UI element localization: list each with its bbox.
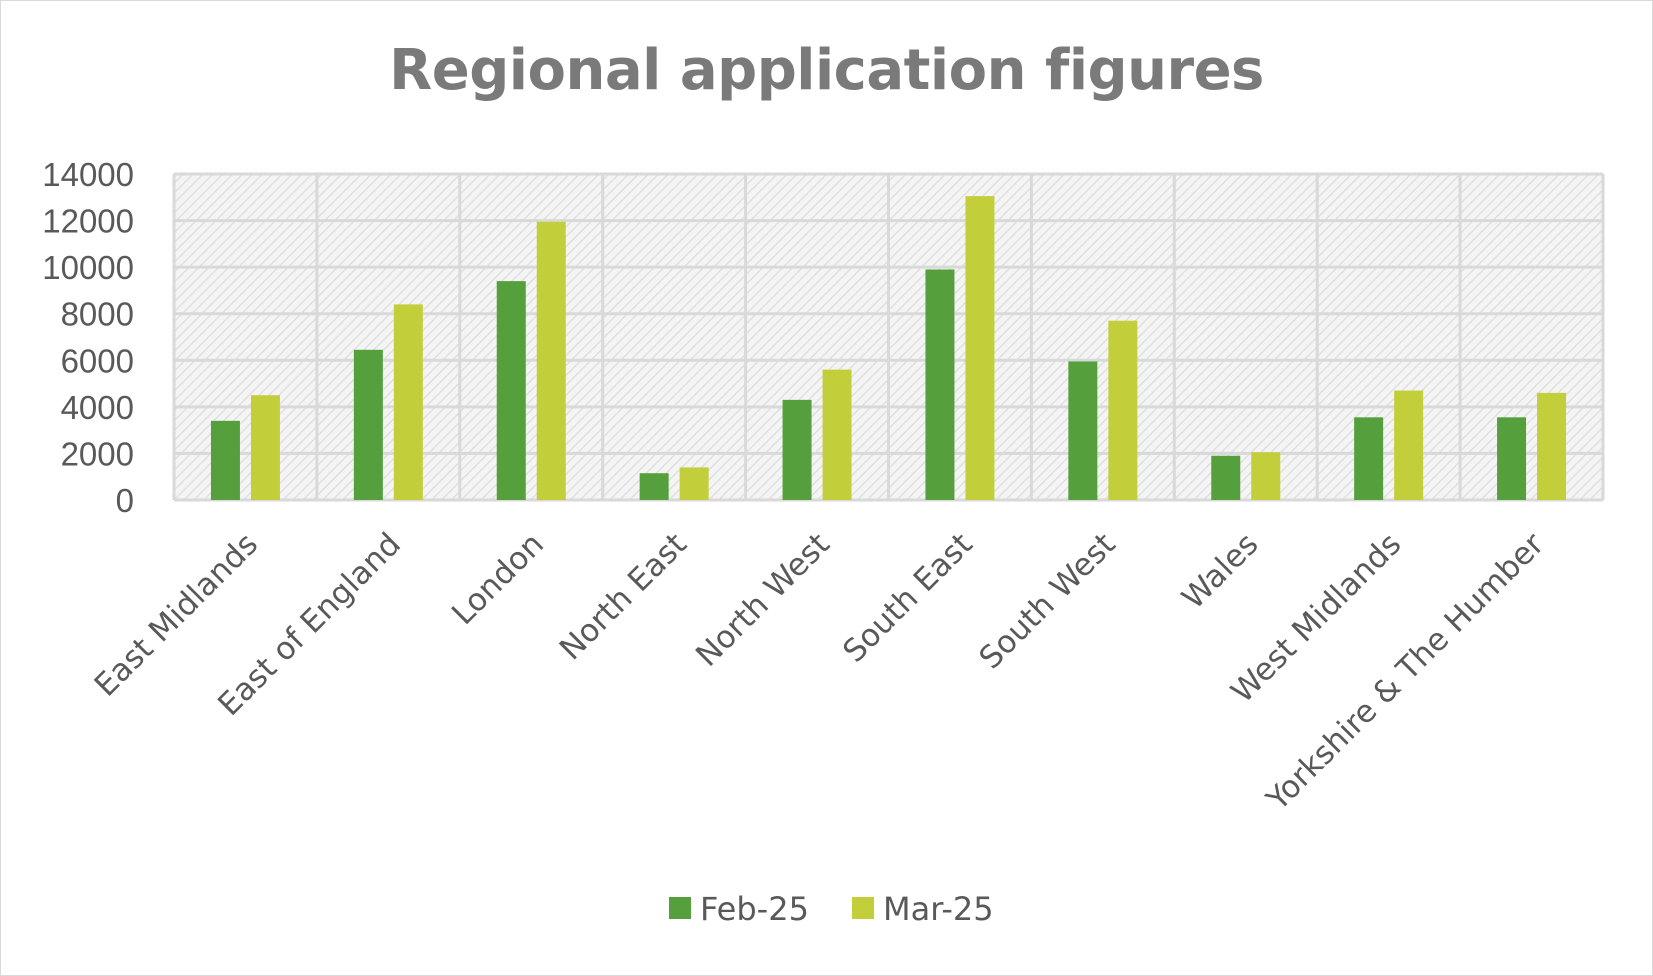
bars: [210, 196, 1567, 500]
legend-swatch: [669, 897, 691, 919]
bar-feb-9: [1354, 417, 1384, 500]
bar-feb-4: [639, 473, 669, 500]
chart-title: Regional application figures: [389, 38, 1264, 103]
bar-feb-2: [353, 349, 383, 500]
category-label: Wales: [1175, 526, 1265, 616]
bar-mar-5: [822, 369, 852, 500]
category-label: Yorkshire & The Humber: [1259, 526, 1551, 818]
bar-feb-3: [496, 281, 526, 500]
category-label: South West: [972, 526, 1122, 676]
bar-feb-5: [782, 399, 812, 500]
category-label: North West: [689, 526, 837, 674]
y-tick-label: 0: [116, 482, 134, 519]
bar-feb-8: [1211, 455, 1241, 500]
bar-feb-10: [1497, 417, 1527, 500]
legend: Feb-25 Mar-25: [669, 890, 994, 928]
legend-label: Mar-25: [883, 890, 994, 928]
bar-feb-1: [210, 420, 240, 500]
category-label: London: [445, 526, 551, 632]
bar-mar-7: [1108, 320, 1138, 500]
bar-mar-4: [679, 467, 709, 500]
y-tick-label: 2000: [61, 435, 134, 472]
bar-mar-3: [536, 221, 566, 500]
y-tick-label: 10000: [42, 249, 134, 286]
bar-mar-6: [965, 196, 995, 500]
bar-mar-10: [1537, 392, 1567, 500]
legend-label: Feb-25: [700, 890, 809, 928]
y-tick-label: 6000: [61, 342, 134, 379]
y-tick-label: 14000: [42, 156, 134, 193]
legend-swatch: [852, 897, 874, 919]
bar-mar-1: [250, 395, 280, 500]
category-label: South East: [836, 526, 979, 669]
category-label: North East: [553, 526, 694, 667]
bar-mar-2: [393, 304, 423, 500]
y-tick-label: 12000: [42, 203, 134, 240]
y-tick-label: 8000: [61, 296, 134, 333]
bar-feb-7: [1068, 361, 1098, 500]
bar-mar-9: [1394, 390, 1424, 500]
bar-mar-8: [1251, 452, 1281, 500]
bar-feb-6: [925, 269, 955, 500]
y-axis-tick-labels: 0 2000 4000 6000 8000 10000 12000 14000: [42, 156, 134, 519]
y-tick-label: 4000: [61, 389, 134, 426]
